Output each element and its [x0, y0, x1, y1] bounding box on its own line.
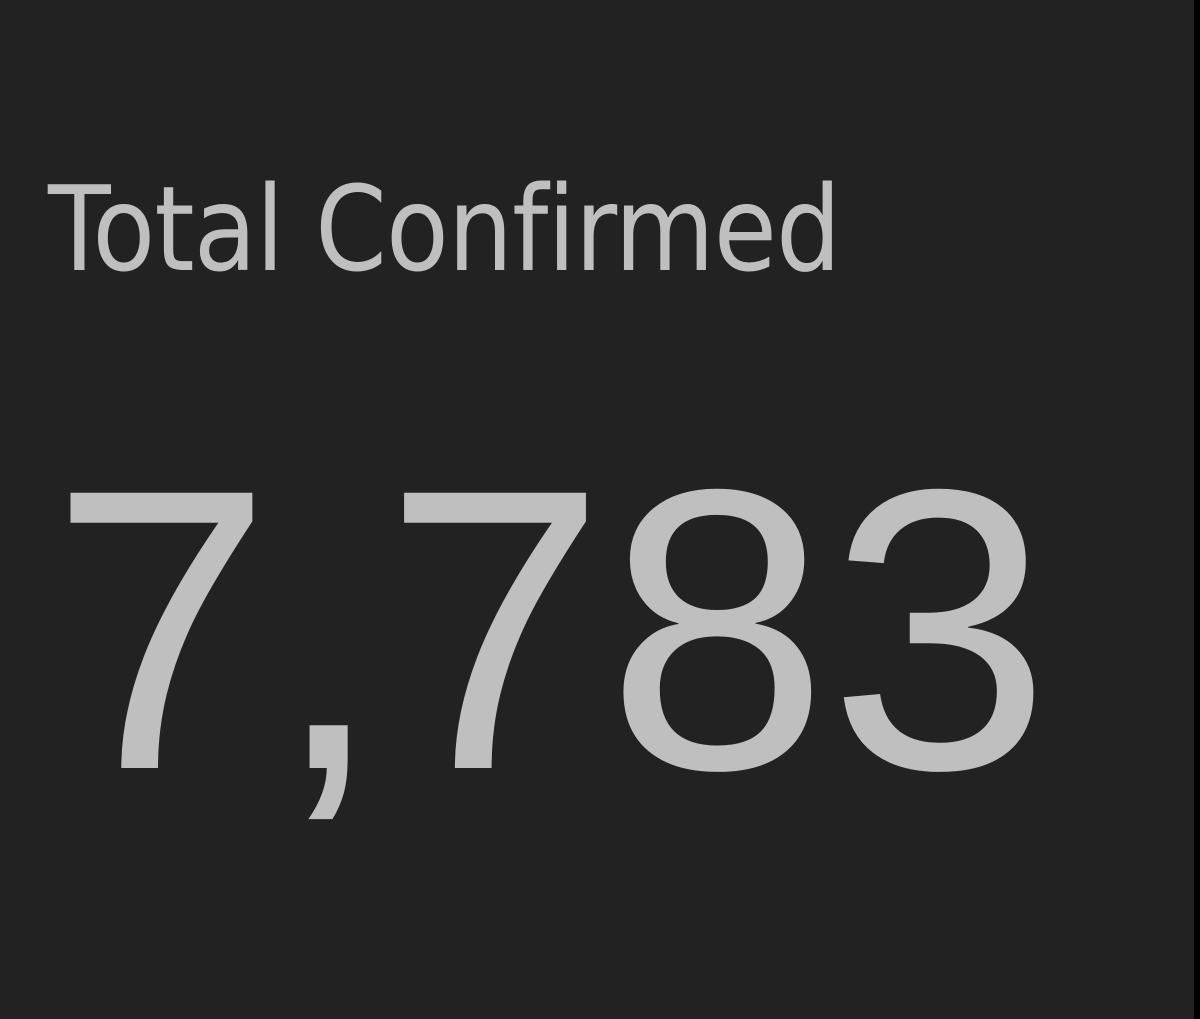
window-edge [1194, 0, 1200, 1019]
indicator-value: 7,783 [50, 406, 1051, 853]
indicator-title: Total Confirmed [48, 160, 841, 298]
